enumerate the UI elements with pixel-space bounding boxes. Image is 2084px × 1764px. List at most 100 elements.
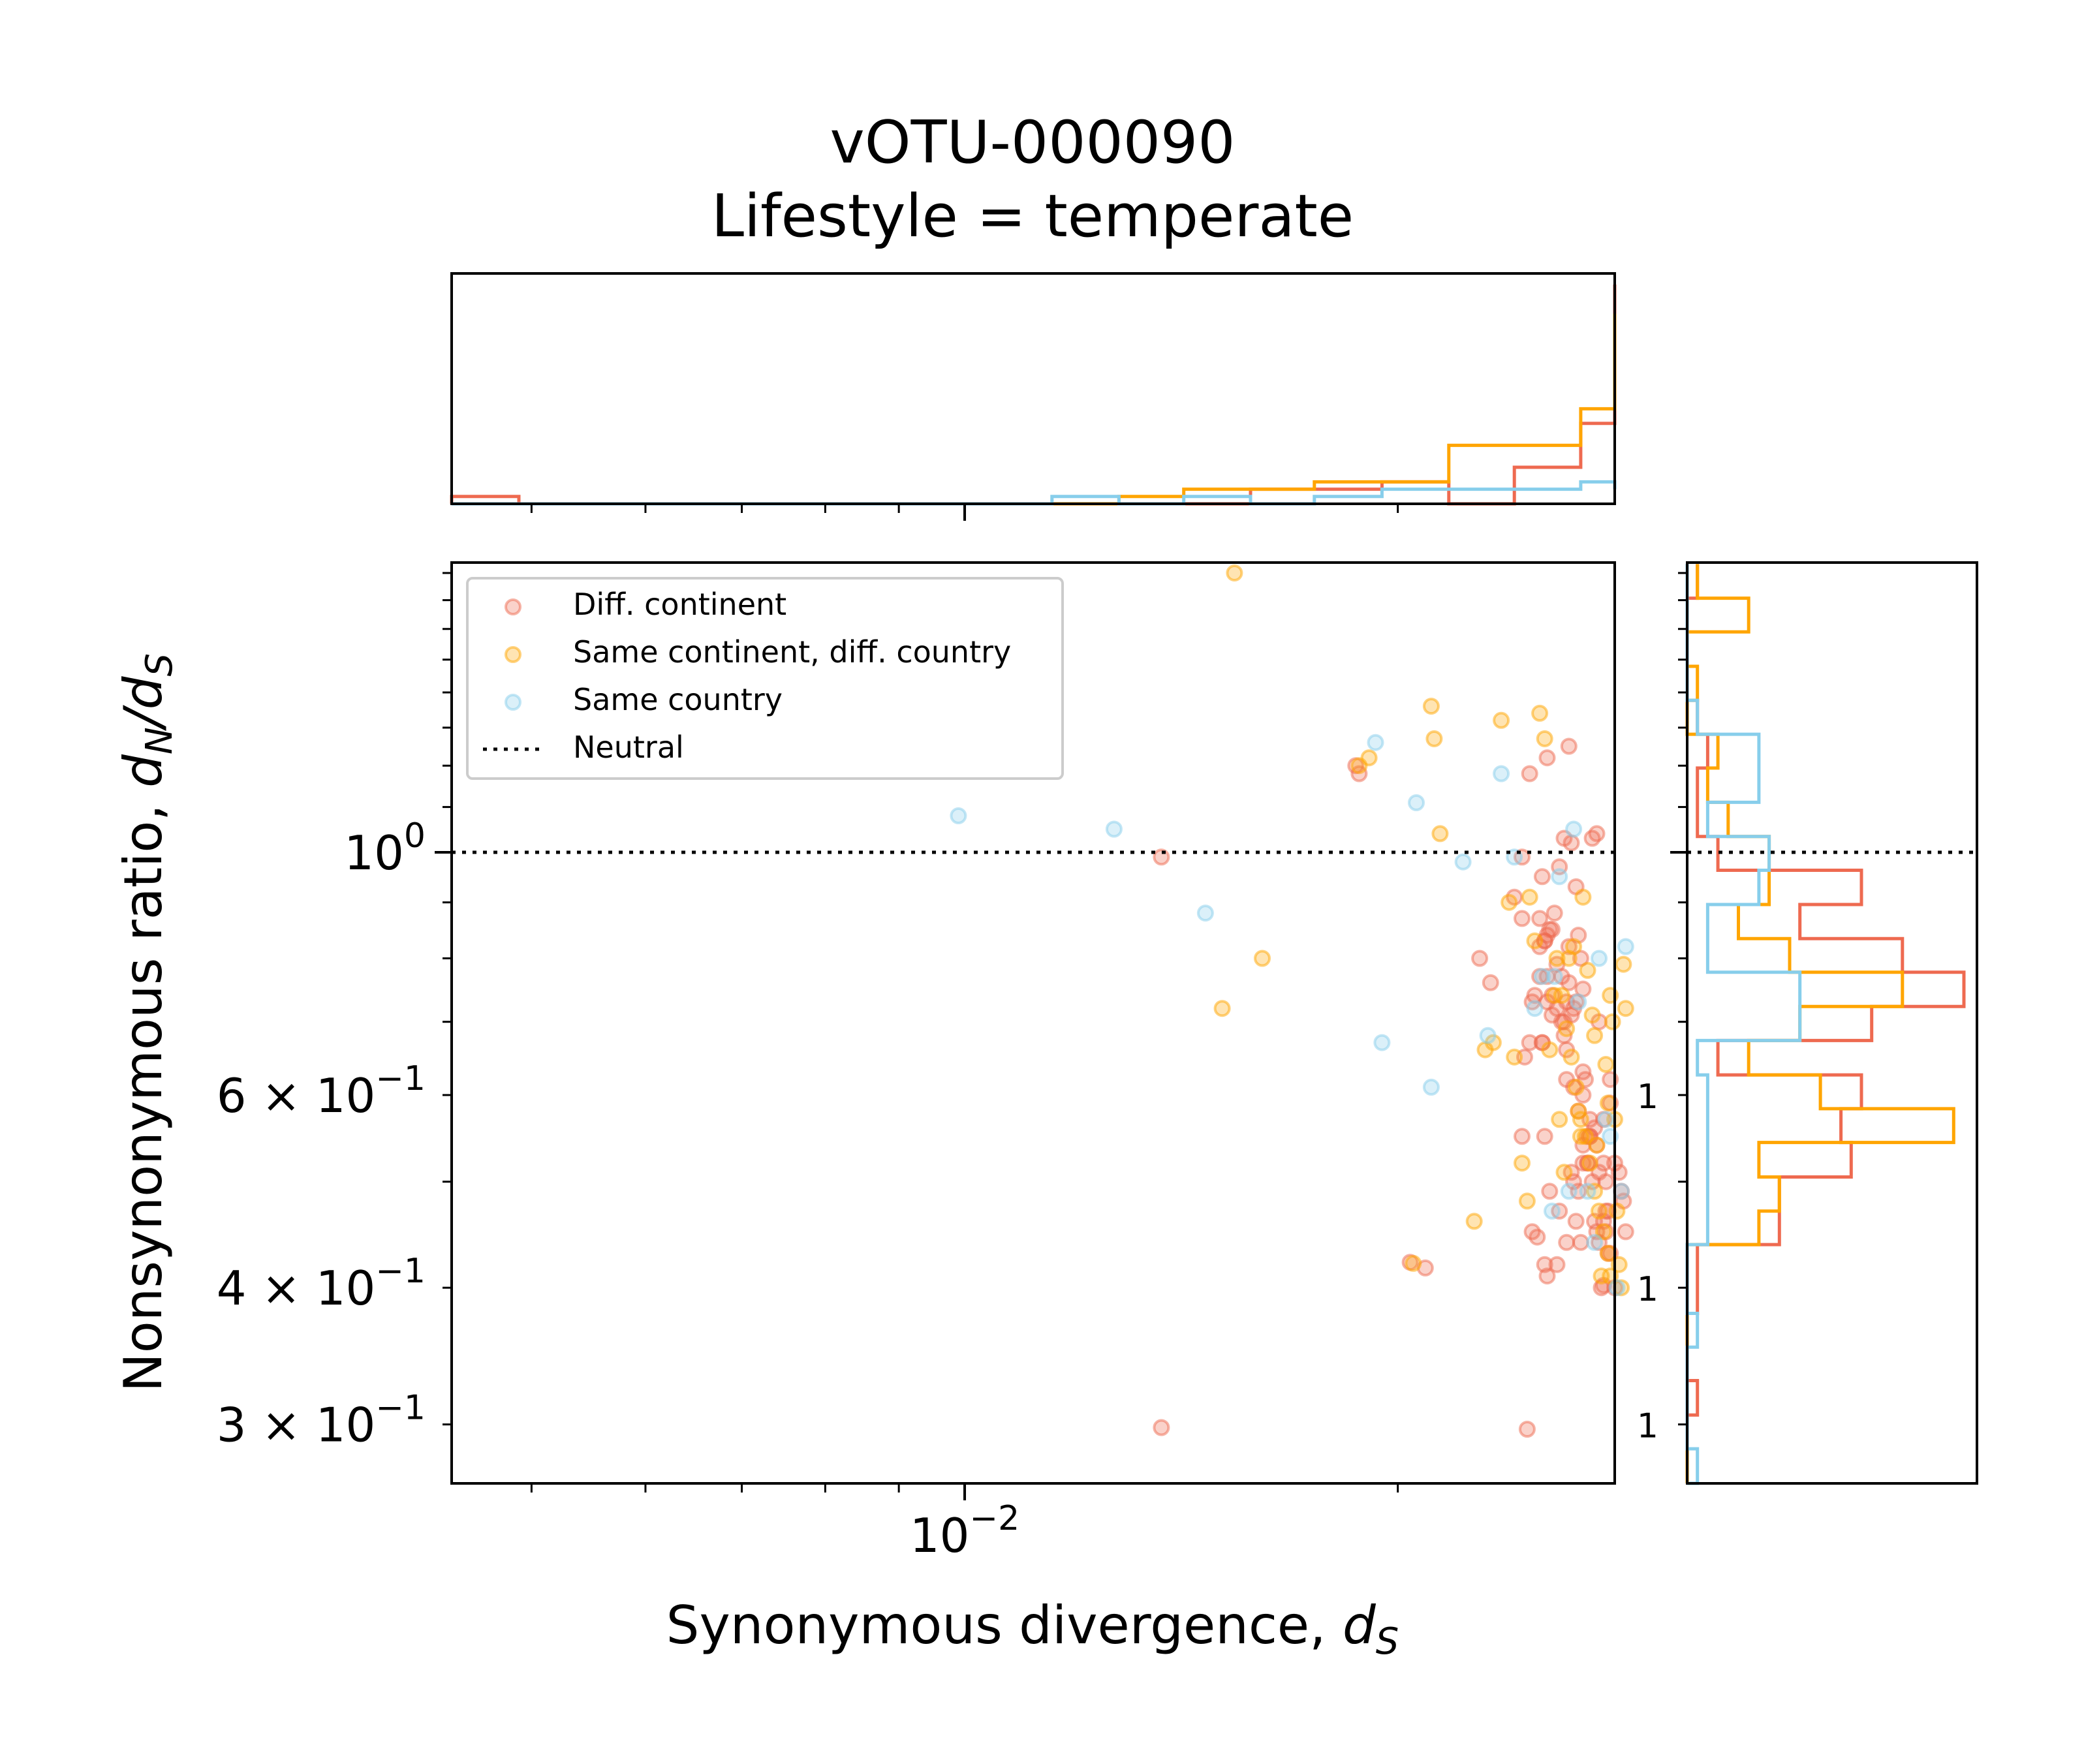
scatter-point-diff_continent-117 — [1548, 1256, 1566, 1273]
scatter-point-diff_continent-40 — [1536, 1128, 1553, 1145]
scatter-point-same_continent-20 — [1536, 730, 1553, 747]
chart-subtitle: Lifestyle = temperate — [711, 182, 1354, 251]
right-hist-diff_continent — [1685, 564, 1966, 1483]
scatter-point-same_continent-19 — [1531, 704, 1549, 722]
scatter-point-same_continent-66 — [1591, 1202, 1608, 1220]
top-hist-diff_continent — [450, 285, 1617, 506]
scatter-point-diff_continent-52 — [1597, 1173, 1615, 1190]
x-axis-label: Synonymous divergence, dS — [666, 1595, 1399, 1663]
scatter-point-same_continent-13 — [1501, 893, 1518, 911]
scatter-point-same_country-26 — [1617, 938, 1634, 955]
y-axis-label-math2: d — [113, 675, 174, 709]
top-histogram-bars — [450, 285, 1617, 506]
scatter-point-same_country-6 — [1422, 1078, 1440, 1096]
scatter-point-same_continent-44 — [1617, 1000, 1634, 1017]
scatter-point-same_continent-59 — [1558, 1020, 1576, 1038]
y-tick-label-1: 6 × 10−1 — [217, 1059, 426, 1123]
scatter-point-same_continent-40 — [1608, 1202, 1626, 1220]
scatter-point-diff_continent-97 — [1531, 910, 1549, 927]
scatter-point-same_continent-7 — [1425, 730, 1443, 747]
top-hist-same_continent — [452, 313, 1617, 506]
scatter-point-same_continent-0 — [1226, 565, 1243, 581]
scatter-point-same_continent-4 — [1360, 749, 1378, 767]
scatter-point-same_country-20 — [1586, 1233, 1604, 1251]
top-histogram-frame — [450, 272, 1616, 505]
y-axis-label-sub1: N — [138, 727, 181, 754]
scatter-point-diff_continent-57 — [1560, 938, 1578, 955]
scatter-point-same_continent-8 — [1431, 825, 1449, 843]
scatter-point-diff_continent-29 — [1546, 905, 1563, 922]
scatter-point-diff_continent-89 — [1567, 1213, 1585, 1230]
scatter-point-same_country-12 — [1533, 968, 1551, 985]
scatter-point-same_country-3 — [1367, 734, 1384, 751]
main-scatter: 10−2 100 6 × 10−1 4 × 10−1 3 × 10−1 — [217, 561, 1634, 1563]
scatter-point-same_continent-63 — [1577, 1128, 1594, 1145]
scatter-point-diff_continent-10 — [1521, 1034, 1538, 1051]
scatter-point-diff_continent-7 — [1482, 974, 1499, 991]
scatter-point-diff_continent-1 — [1153, 1419, 1170, 1436]
scatter-point-same_country-24 — [1608, 1279, 1626, 1297]
scatter-point-diff_continent-108 — [1538, 749, 1556, 767]
right-histogram-ticks: 1 1 1 — [1637, 572, 1687, 1446]
scatter-point-same_continent-43 — [1615, 955, 1632, 973]
scatter-point-same_country-25 — [1613, 1183, 1630, 1200]
scatter-point-same_continent-38 — [1604, 1013, 1621, 1030]
top-hist-same_country — [452, 480, 1617, 506]
scatter-point-same_country-22 — [1597, 1111, 1615, 1128]
scatter-point-same_continent-24 — [1555, 1164, 1573, 1181]
scatter-point-same_continent-23 — [1551, 1111, 1568, 1128]
scatter-point-same_continent-14 — [1506, 1048, 1523, 1066]
y-axis-ticks: 100 6 × 10−1 4 × 10−1 3 × 10−1 — [217, 572, 452, 1453]
scatter-point-same_continent-15 — [1514, 1154, 1531, 1172]
scatter-point-same_continent-60 — [1563, 1048, 1580, 1066]
scatter-point-same_continent-17 — [1521, 888, 1538, 906]
scatter-point-diff_continent-28 — [1533, 868, 1551, 886]
scatter-point-same_continent-36 — [1599, 1094, 1617, 1112]
scatter-point-same_continent-62 — [1572, 1111, 1589, 1128]
scatter-point-same_country-1 — [1105, 820, 1123, 838]
scatter-point-diff_continent-87 — [1560, 974, 1578, 991]
scatter-point-same_continent-58 — [1553, 987, 1570, 1004]
scatter-point-same_continent-30 — [1579, 961, 1596, 979]
chart-title: vOTU-000090 — [830, 108, 1236, 177]
scatter-point-same_country-14 — [1546, 968, 1563, 985]
scatter-point-same_continent-68 — [1599, 1245, 1617, 1262]
scatter-point-same_continent-32 — [1586, 1027, 1604, 1044]
scatter-point-same_continent-9 — [1465, 1213, 1483, 1230]
scatter-point-diff_continent-94 — [1594, 1154, 1612, 1172]
scatter-point-diff_continent-9 — [1514, 910, 1531, 927]
x-tick-label-0: 10−2 — [910, 1499, 1019, 1563]
legend-label-same-country: Same country — [573, 682, 783, 717]
scatter-point-diff_continent-78 — [1514, 1128, 1531, 1145]
scatter-point-same_continent-2 — [1254, 950, 1271, 967]
scatter-point-same_continent-5 — [1405, 1254, 1422, 1272]
scatter-point-same_country-0 — [950, 807, 967, 824]
scatter-point-same_continent-18 — [1526, 932, 1544, 950]
scatter-point-same_continent-61 — [1567, 1078, 1585, 1096]
scatter-point-diff_continent-116 — [1538, 1267, 1556, 1285]
top-histogram-ticks — [530, 504, 1399, 521]
scatter-point-same_continent-64 — [1581, 1154, 1598, 1172]
legend-marker-same-country — [505, 694, 521, 711]
scatter-point-same_continent-57 — [1548, 950, 1566, 967]
scatter-point-same_continent-6 — [1422, 698, 1440, 715]
legend-marker-same-continent — [505, 646, 521, 663]
y-tick-label-3: 3 × 10−1 — [217, 1389, 426, 1453]
legend-frame — [466, 577, 1064, 780]
scatter-point-same_continent-33 — [1588, 1136, 1606, 1154]
scatter-point-same_continent-12 — [1493, 711, 1510, 729]
x-axis-label-sub: S — [1376, 1620, 1399, 1663]
scatter-point-same_continent-29 — [1574, 888, 1592, 906]
scatter-point-diff_continent-56 — [1617, 1223, 1634, 1241]
scatter-point-same_continent-28 — [1572, 1128, 1589, 1145]
scatter-point-diff_continent-0 — [1153, 848, 1170, 866]
y-tick-label-0: 100 — [344, 816, 426, 880]
scatter-point-same_country-19 — [1579, 1183, 1596, 1200]
scatter-point-diff_continent-113 — [1560, 737, 1578, 755]
scatter-point-diff_continent-44 — [1558, 1233, 1576, 1251]
scatter-point-same_continent-16 — [1518, 1192, 1536, 1210]
legend: Diff. continent Same continent, diff. co… — [466, 577, 1064, 780]
main-axes-frame — [450, 561, 1616, 1485]
scatter-point-same_continent-35 — [1597, 1056, 1615, 1073]
scatter-points — [950, 565, 1634, 1438]
